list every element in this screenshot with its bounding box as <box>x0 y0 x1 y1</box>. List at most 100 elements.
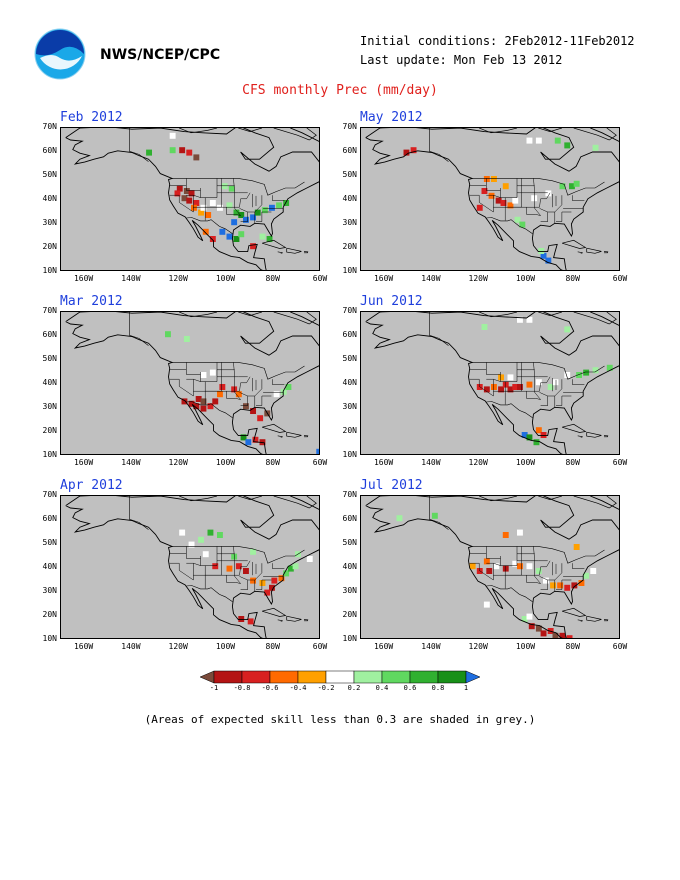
anomaly-cell <box>191 204 197 211</box>
anomaly-cell <box>540 432 547 438</box>
lon-tick-label: 120W <box>468 458 488 467</box>
anomaly-cell <box>205 212 212 218</box>
lon-tick-label: 60W <box>612 642 628 651</box>
anomaly-cell <box>235 391 242 398</box>
anomaly-cell <box>217 391 223 398</box>
anomaly-cell <box>231 386 238 393</box>
anomaly-cell <box>545 257 552 264</box>
anomaly-cell <box>209 200 216 206</box>
colorbar <box>200 670 480 684</box>
anomaly-cell <box>526 434 533 441</box>
anomaly-cell <box>217 532 223 538</box>
lat-tick-label: 20N <box>342 242 357 251</box>
anomaly-cell <box>571 582 578 589</box>
lat-tick-label: 20N <box>42 610 57 619</box>
anomaly-cell <box>264 589 271 596</box>
anomaly-cell <box>507 374 514 381</box>
anomaly-cell <box>519 221 526 228</box>
anomaly-cell <box>238 212 245 218</box>
colorbar-swatch <box>325 670 355 684</box>
anomaly-cell <box>235 563 242 570</box>
anomaly-cell <box>209 236 216 242</box>
lon-tick-label: 80W <box>265 274 280 283</box>
anomaly-cell <box>250 214 256 221</box>
anomaly-cell <box>169 132 176 139</box>
anomaly-cell <box>526 613 533 620</box>
colorbar-swatch <box>200 670 215 684</box>
colorbar-label: -0.2 <box>317 684 335 692</box>
anomaly-cell <box>512 197 519 204</box>
lat-tick-label: 70N <box>342 490 357 499</box>
anomaly-cell <box>200 398 207 405</box>
anomaly-cell <box>483 386 490 393</box>
anomaly-cell <box>179 529 186 536</box>
lon-tick-label: 160W <box>373 274 394 283</box>
anomaly-cell <box>259 580 266 586</box>
anomaly-cell <box>193 403 200 410</box>
anomaly-cell <box>257 415 264 422</box>
anomaly-cell <box>219 228 226 235</box>
anomaly-cell <box>502 381 509 388</box>
colorbar-label: 0.6 <box>403 684 417 692</box>
lat-tick-label: 70N <box>42 306 57 315</box>
anomaly-cell <box>226 565 233 572</box>
anomaly-cell <box>198 209 204 216</box>
noaa-logo-icon <box>34 28 86 80</box>
anomaly-cell <box>498 374 504 381</box>
lat-tick-label: 30N <box>342 586 357 595</box>
anomaly-cell <box>545 190 552 197</box>
colorbar-label: -1 <box>209 684 219 692</box>
lat-tick-label: 50N <box>342 354 357 363</box>
anomaly-cell <box>186 149 193 156</box>
anomaly-cell <box>231 219 238 226</box>
anomaly-cell <box>269 204 275 211</box>
anomaly-cell <box>481 324 488 330</box>
anomaly-cell <box>431 512 438 519</box>
lon-tick-label: 120W <box>468 642 488 651</box>
anomaly-cell <box>193 154 200 161</box>
anomaly-cell <box>280 388 287 395</box>
anomaly-cell <box>200 372 207 378</box>
forecast-map <box>360 127 620 271</box>
anomaly-cell <box>566 635 573 638</box>
anomaly-cell <box>176 185 183 192</box>
anomaly-cell <box>526 137 533 144</box>
anomaly-cell <box>554 137 561 144</box>
colorbar-swatch <box>381 670 411 684</box>
colorbar-swatch <box>409 670 439 684</box>
lat-tick-label: 30N <box>342 218 357 227</box>
anomaly-cell <box>261 207 268 214</box>
anomaly-cell <box>252 436 259 443</box>
lon-tick-label: 140W <box>421 642 441 651</box>
anomaly-cell <box>285 384 292 390</box>
colorbar-swatch <box>269 670 299 684</box>
anomaly-cell <box>306 556 313 562</box>
lat-tick-label: 10N <box>342 266 357 275</box>
anomaly-cell <box>540 630 547 637</box>
lon-tick-label: 160W <box>73 274 94 283</box>
anomaly-cell <box>535 379 542 386</box>
anomaly-cell <box>564 326 571 333</box>
anomaly-cell <box>202 228 209 235</box>
anomaly-cell <box>188 400 195 407</box>
lon-tick-label: 140W <box>121 642 141 651</box>
anomaly-cell <box>500 200 507 206</box>
anomaly-cell <box>188 541 195 548</box>
anomaly-cell <box>254 209 261 216</box>
forecast-map <box>60 495 320 639</box>
lat-tick-label: 60N <box>342 514 357 523</box>
figure-title: CFS monthly Prec (mm/day) <box>242 83 438 98</box>
lon-tick-label: 160W <box>373 642 394 651</box>
panel-title: Jul 2012 <box>360 478 423 493</box>
lat-tick-label: 50N <box>342 538 357 547</box>
anomaly-cell <box>271 577 278 584</box>
lon-tick-label: 60W <box>312 642 328 651</box>
anomaly-cell <box>517 384 523 390</box>
forecast-map <box>360 311 620 455</box>
anomaly-cell <box>491 176 497 182</box>
lon-tick-label: 100W <box>215 274 236 283</box>
lat-tick-label: 10N <box>42 634 57 643</box>
lat-tick-label: 30N <box>342 402 357 411</box>
anomaly-cell <box>550 582 556 589</box>
anomaly-cell <box>287 565 294 572</box>
